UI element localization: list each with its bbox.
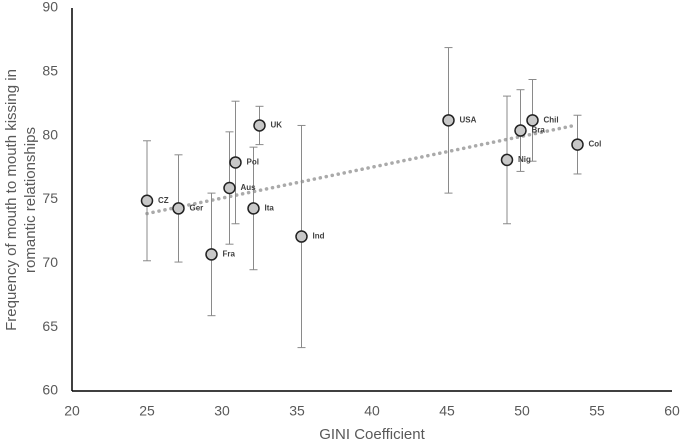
x-tick-label: 25 [139,403,155,419]
x-tick-label: 55 [589,403,605,419]
x-axis-label: GINI Coefficient [319,426,425,442]
point [229,156,242,169]
point-label: Ind [313,232,325,241]
point-label: Ger [190,204,204,213]
point [253,119,266,132]
y-tick-label: 65 [42,318,58,334]
y-tick-label: 60 [42,382,58,398]
x-tick-label: 60 [664,403,680,419]
x-tick-label: 45 [439,403,455,419]
x-tick-label: 20 [64,403,80,419]
x-tick-label: 35 [289,403,305,419]
y-tick-label: 85 [42,63,58,79]
point-label: USA [460,115,477,124]
point [172,202,185,215]
point-label: Fra [223,250,236,259]
y-tick-label: 90 [42,0,58,15]
point [223,181,236,195]
point [247,202,260,215]
y-axis-label-line: Frequency of mouth to mouth kissing in [3,69,20,331]
point [514,124,527,137]
x-tick-label: 30 [214,403,230,419]
point [442,114,455,127]
point-label: Bra [532,126,546,135]
point-label: Chil [544,115,559,124]
y-tick-label: 80 [42,126,58,142]
y-tick-label: 75 [42,190,58,206]
point-label: UK [271,121,283,130]
point [295,230,308,243]
point [571,138,584,151]
point-label: Col [589,140,602,149]
point [205,248,218,261]
point-label: Pol [247,158,259,167]
point [526,114,539,127]
point [500,153,514,167]
point-label: CZ [158,196,169,205]
point-label: Nig [518,155,531,164]
trend-line [145,123,577,216]
x-tick-label: 40 [364,403,380,419]
y-axis-label-line: romantic relationships [22,127,39,273]
x-tick-label: 50 [514,403,530,419]
y-tick-label: 70 [42,254,58,270]
point-label: Aus [241,183,257,192]
point-label: Ita [265,204,275,213]
point [140,194,154,208]
y-axis-label: Frequency of mouth to mouth kissing in r… [3,69,39,331]
